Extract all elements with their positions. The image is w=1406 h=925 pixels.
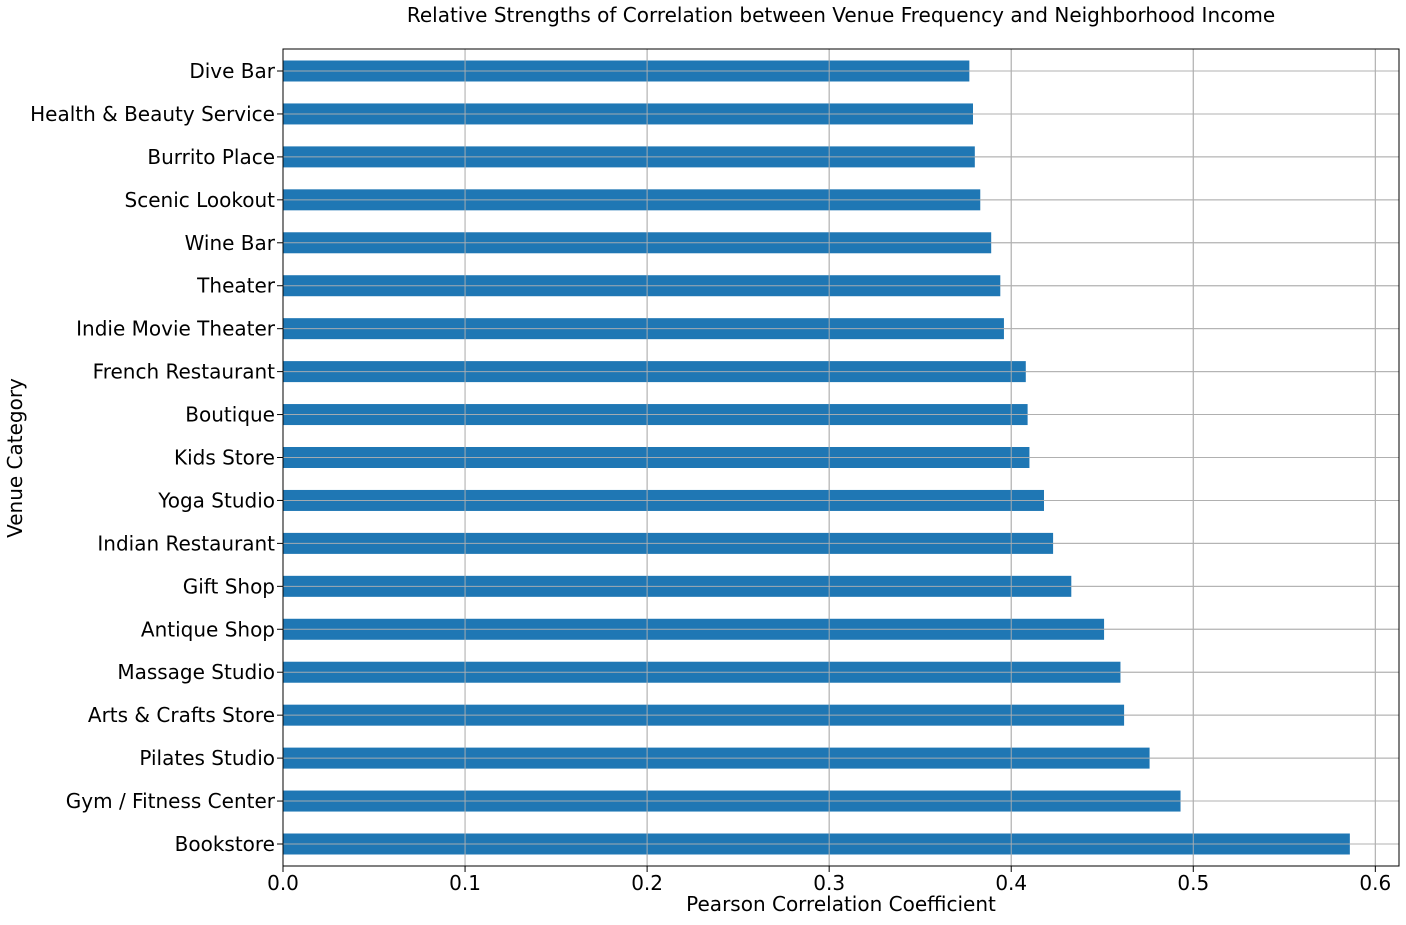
y-tick-label: Boutique xyxy=(185,403,275,427)
x-tick-label: 0.1 xyxy=(449,871,481,895)
y-tick-label: Health & Beauty Service xyxy=(30,102,275,126)
x-axis-label: Pearson Correlation Coefficient xyxy=(686,892,996,916)
x-tick-label: 0.3 xyxy=(813,871,845,895)
y-tick-labels: Dive Bar Health & Beauty Service Burrito P… xyxy=(30,59,283,856)
x-tick-label: 0.6 xyxy=(1359,871,1391,895)
y-tick-label: Gift Shop xyxy=(183,574,275,598)
x-tick-label: 0.4 xyxy=(995,871,1027,895)
y-tick-label: Pilates Studio xyxy=(139,746,275,770)
y-tick-label: Indie Movie Theater xyxy=(76,317,276,341)
x-tick-label: 0.2 xyxy=(631,871,663,895)
y-tick-label: Bookstore xyxy=(175,832,275,856)
x-tick-label: 0.0 xyxy=(267,871,299,895)
y-tick-label: Antique Shop xyxy=(141,617,275,641)
y-tick-label: Massage Studio xyxy=(117,660,275,684)
y-tick-label: Arts & Crafts Store xyxy=(88,703,275,727)
bars xyxy=(282,49,1399,866)
x-tick-labels: 0.0 0.1 0.2 0.3 0.4 0.5 0.6 xyxy=(267,866,1391,895)
y-tick-label: Kids Store xyxy=(174,446,275,470)
y-tick-label: Dive Bar xyxy=(189,59,275,83)
x-tick-label: 0.5 xyxy=(1177,871,1209,895)
y-tick-label: Yoga Studio xyxy=(157,488,275,512)
y-tick-label: Wine Bar xyxy=(185,231,276,255)
y-tick-label: French Restaurant xyxy=(93,360,275,384)
y-tick-label: Gym / Fitness Center xyxy=(66,789,276,813)
chart-title: Relative Strengths of Correlation betwee… xyxy=(407,3,1275,27)
y-tick-label: Burrito Place xyxy=(147,145,275,169)
y-axis-label: Venue Category xyxy=(3,378,27,538)
y-tick-label: Indian Restaurant xyxy=(97,531,275,555)
y-tick-label: Scenic Lookout xyxy=(125,188,276,212)
y-tick-label: Theater xyxy=(196,274,276,298)
